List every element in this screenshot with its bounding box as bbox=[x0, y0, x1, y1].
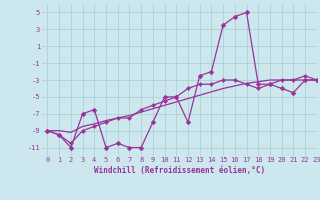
X-axis label: Windchill (Refroidissement éolien,°C): Windchill (Refroidissement éolien,°C) bbox=[94, 166, 265, 175]
